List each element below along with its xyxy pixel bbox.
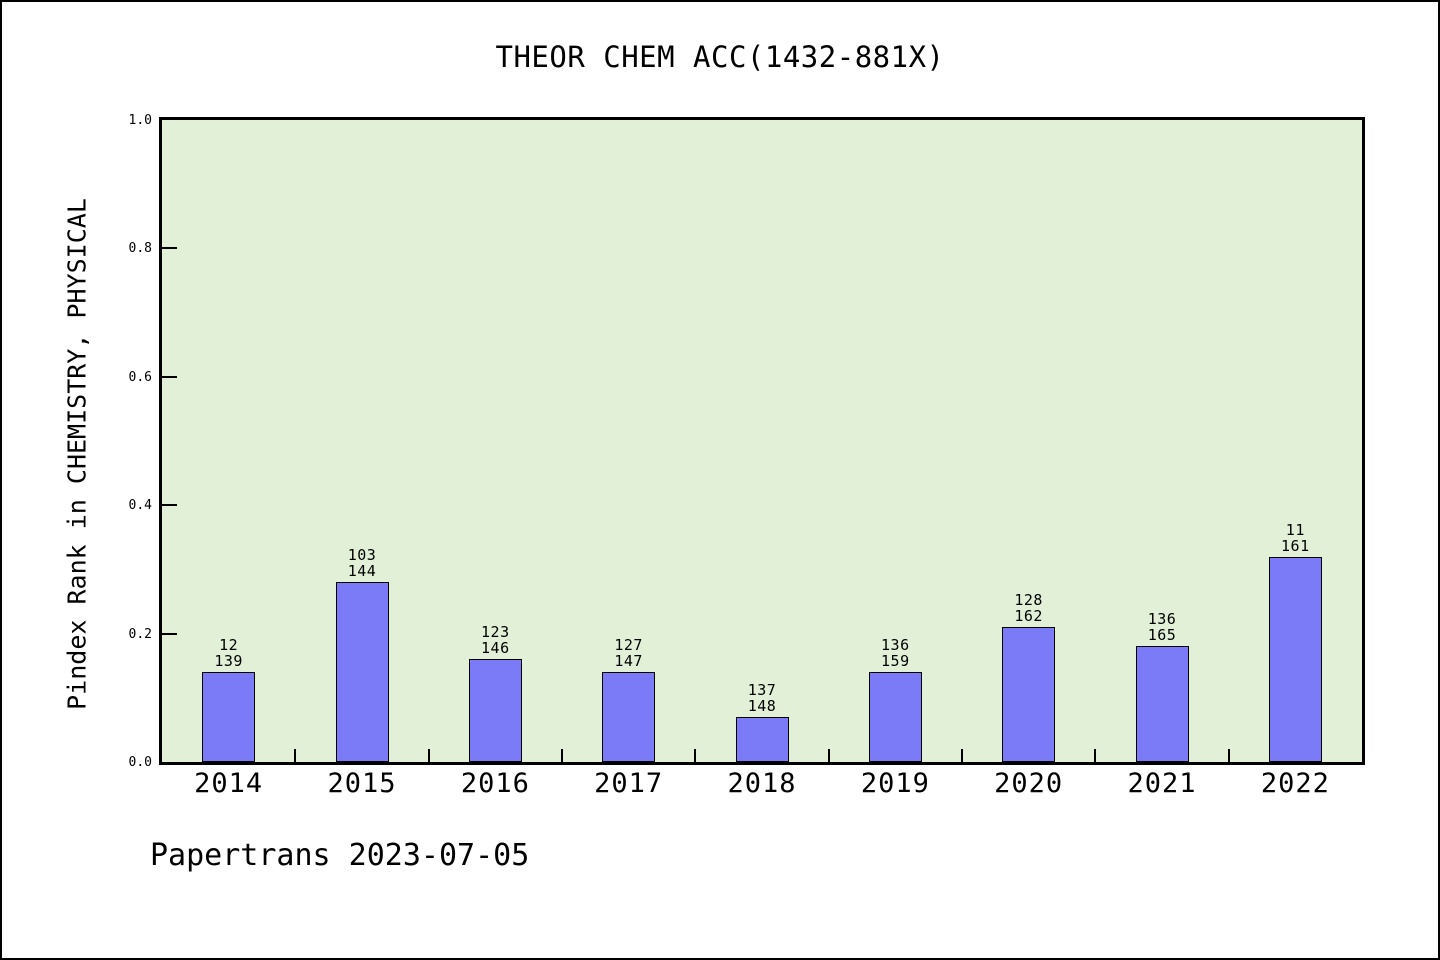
bar-2018	[735, 717, 789, 762]
bar-2021	[1135, 646, 1189, 762]
y-tick	[162, 247, 177, 250]
y-tick-label: 0.4	[128, 498, 152, 514]
bar-label-line1: 128	[1014, 591, 1043, 610]
bar-label-line1: 103	[347, 546, 377, 565]
bar-label-2021: 136 165	[1122, 611, 1202, 643]
bar-2022	[1268, 556, 1322, 762]
bar-2020	[1002, 627, 1056, 762]
x-tick	[694, 749, 697, 762]
bar-label-line2: 162	[1014, 607, 1043, 626]
x-category-label-2019: 2019	[860, 768, 930, 799]
x-tick	[427, 749, 430, 762]
bar-2019	[868, 672, 922, 762]
y-tick	[162, 375, 177, 378]
bar-label-line2: 146	[481, 639, 510, 658]
x-tick	[827, 749, 830, 762]
bar-label-line1: 127	[614, 636, 643, 655]
x-category-label-2016: 2016	[460, 768, 530, 799]
x-tick	[961, 749, 963, 762]
bar-label-line2: 147	[614, 652, 643, 671]
x-tick	[1094, 749, 1097, 762]
chart-title: THEOR CHEM ACC(1432-881X)	[495, 40, 945, 74]
bar-label-line1: 137	[747, 681, 777, 700]
bar-label-2019: 136 159	[855, 637, 935, 669]
bar-label-line2: 165	[1147, 626, 1177, 645]
bar-label-line2: 159	[881, 652, 910, 671]
y-tick-label: 0.8	[128, 241, 152, 257]
bar-label-2015: 103 144	[322, 547, 402, 579]
y-tick-label: 1.0	[128, 113, 152, 128]
bar-2016	[468, 659, 522, 762]
bar-label-line2: 161	[1281, 536, 1310, 555]
bar-label-line2: 139	[214, 652, 243, 671]
y-axis-label: Pindex Rank in CHEMISTRY, PHYSICAL	[62, 198, 92, 710]
bar-label-2018: 137 148	[722, 682, 802, 714]
bar-2014	[202, 672, 256, 762]
bar-2015	[335, 582, 389, 762]
x-tick	[561, 749, 563, 762]
bar-label-line2: 148	[747, 697, 777, 716]
x-category-label-2018: 2018	[727, 768, 797, 799]
y-tick-label: 0.6	[128, 369, 152, 385]
watermark-text: Papertrans 2023-07-05	[150, 838, 530, 873]
x-tick	[1227, 749, 1230, 762]
x-category-label-2017: 2017	[594, 768, 664, 799]
bar-label-line1: 12	[219, 636, 239, 655]
bar-label-2017: 127 147	[589, 637, 669, 669]
x-category-label-2014: 2014	[194, 768, 264, 799]
y-tick-label: 0.2	[128, 626, 152, 642]
x-category-label-2021: 2021	[1127, 768, 1197, 799]
bar-label-line1: 136	[1147, 610, 1177, 629]
plot-area: 0.0 0.2 0.4 0.6 0.8 1.0 12 139 2014 103 144 2015 123…	[129, 114, 1365, 799]
bar-label-line1: 123	[481, 623, 510, 642]
x-tick	[294, 749, 297, 762]
bar-label-2014: 12 139	[189, 637, 269, 669]
y-tick	[162, 632, 177, 635]
bar-label-line1: 11	[1285, 520, 1305, 539]
bar-label-2022: 11 161	[1255, 522, 1335, 554]
bar-label-2016: 123 146	[455, 624, 535, 656]
y-tick-label: 0.0	[128, 755, 152, 770]
bar-2017	[602, 672, 656, 762]
bar-label-line1: 136	[881, 636, 910, 655]
x-category-label-2022: 2022	[1260, 768, 1330, 799]
x-category-label-2020: 2020	[994, 768, 1064, 799]
y-tick	[162, 504, 177, 507]
x-category-label-2015: 2015	[327, 768, 397, 799]
bar-label-2020: 128 162	[989, 592, 1069, 624]
bar-label-line2: 144	[347, 562, 377, 581]
